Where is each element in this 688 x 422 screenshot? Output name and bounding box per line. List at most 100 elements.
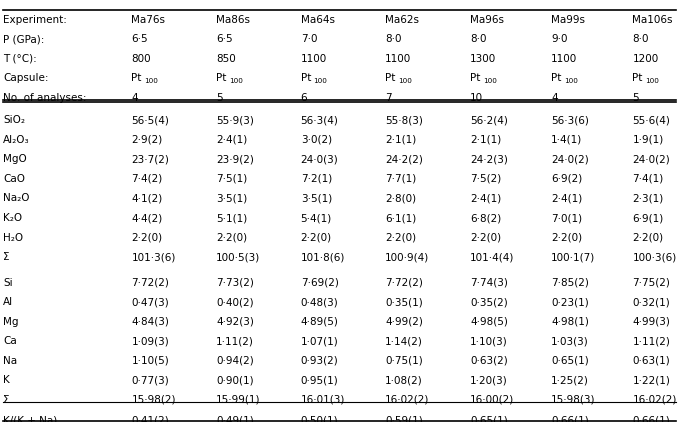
- Text: 0·23(1): 0·23(1): [551, 297, 589, 307]
- Text: 0·47(3): 0·47(3): [131, 297, 169, 307]
- Text: 7·4(1): 7·4(1): [632, 174, 664, 184]
- Text: 101·8(6): 101·8(6): [301, 252, 345, 262]
- Text: Ma96s: Ma96s: [470, 15, 504, 24]
- Text: 4·84(3): 4·84(3): [131, 316, 169, 327]
- Text: 100: 100: [314, 78, 327, 84]
- Text: 1·22(1): 1·22(1): [632, 375, 670, 385]
- Text: 1200: 1200: [632, 54, 658, 64]
- Text: 8·0: 8·0: [632, 34, 649, 44]
- Text: 6·9(1): 6·9(1): [632, 213, 664, 223]
- Text: 100·1(7): 100·1(7): [551, 252, 595, 262]
- Text: 4·92(3): 4·92(3): [216, 316, 254, 327]
- Text: H₂O: H₂O: [3, 233, 23, 243]
- Text: 9·0: 9·0: [551, 34, 568, 44]
- Text: 0·65(1): 0·65(1): [551, 356, 589, 366]
- Text: 55·9(3): 55·9(3): [216, 115, 254, 125]
- Text: 8·0: 8·0: [470, 34, 486, 44]
- Text: 16·01(3): 16·01(3): [301, 395, 345, 405]
- Text: 100: 100: [144, 78, 158, 84]
- Text: 7·5(2): 7·5(2): [470, 174, 501, 184]
- Text: 2·1(1): 2·1(1): [385, 135, 416, 145]
- Text: 7·72(2): 7·72(2): [385, 278, 423, 287]
- Text: Pt: Pt: [131, 73, 142, 83]
- Text: 0·66(1): 0·66(1): [632, 416, 670, 422]
- Text: Pt: Pt: [470, 73, 480, 83]
- Text: Pt: Pt: [632, 73, 643, 83]
- Text: 6: 6: [301, 93, 308, 103]
- Text: Pt: Pt: [551, 73, 561, 83]
- Text: No. of analyses:: No. of analyses:: [3, 93, 87, 103]
- Text: 0·90(1): 0·90(1): [216, 375, 254, 385]
- Text: 0·93(2): 0·93(2): [301, 356, 338, 366]
- Text: 1·10(5): 1·10(5): [131, 356, 169, 366]
- Text: 1300: 1300: [470, 54, 496, 64]
- Text: 16·02(2): 16·02(2): [385, 395, 430, 405]
- Text: 7·0(1): 7·0(1): [551, 213, 582, 223]
- Text: 55·8(3): 55·8(3): [385, 115, 423, 125]
- Text: 4·98(5): 4·98(5): [470, 316, 508, 327]
- Text: 2·2(0): 2·2(0): [301, 233, 332, 243]
- Text: 0·35(1): 0·35(1): [385, 297, 423, 307]
- Text: 24·0(3): 24·0(3): [301, 154, 338, 164]
- Text: 0·40(2): 0·40(2): [216, 297, 254, 307]
- Text: 15·98(3): 15·98(3): [551, 395, 596, 405]
- Text: 55·6(4): 55·6(4): [632, 115, 670, 125]
- Text: 0·35(2): 0·35(2): [470, 297, 508, 307]
- Text: 2·1(1): 2·1(1): [470, 135, 501, 145]
- Text: T (°C):: T (°C):: [3, 54, 37, 64]
- Text: 7·69(2): 7·69(2): [301, 278, 338, 287]
- Text: 2·3(1): 2·3(1): [632, 193, 664, 203]
- Text: 2·2(0): 2·2(0): [551, 233, 582, 243]
- Text: 101·4(4): 101·4(4): [470, 252, 515, 262]
- Text: 56·5(4): 56·5(4): [131, 115, 169, 125]
- Text: 7·2(1): 7·2(1): [301, 174, 332, 184]
- Text: 7·73(2): 7·73(2): [216, 278, 254, 287]
- Text: 4·4(2): 4·4(2): [131, 213, 162, 223]
- Text: 23·9(2): 23·9(2): [216, 154, 254, 164]
- Text: 4·99(2): 4·99(2): [385, 316, 423, 327]
- Text: 2·8(0): 2·8(0): [385, 193, 416, 203]
- Text: 0·66(1): 0·66(1): [551, 416, 589, 422]
- Text: Ma99s: Ma99s: [551, 15, 585, 24]
- Text: 6·1(1): 6·1(1): [385, 213, 416, 223]
- Text: 1100: 1100: [551, 54, 577, 64]
- Text: 2·2(0): 2·2(0): [632, 233, 663, 243]
- Text: 0·48(3): 0·48(3): [301, 297, 338, 307]
- Text: 100·9(4): 100·9(4): [385, 252, 429, 262]
- Text: Ma76s: Ma76s: [131, 15, 165, 24]
- Text: 8·0: 8·0: [385, 34, 402, 44]
- Text: 0·32(1): 0·32(1): [632, 297, 670, 307]
- Text: 100: 100: [229, 78, 243, 84]
- Text: 3·5(1): 3·5(1): [216, 193, 247, 203]
- Text: 4: 4: [131, 93, 138, 103]
- Text: 100: 100: [398, 78, 412, 84]
- Text: 1·4(1): 1·4(1): [551, 135, 583, 145]
- Text: K/(K + Na): K/(K + Na): [3, 416, 58, 422]
- Text: 3·0(2): 3·0(2): [301, 135, 332, 145]
- Text: 6·5: 6·5: [216, 34, 233, 44]
- Text: 7·74(3): 7·74(3): [470, 278, 508, 287]
- Text: Na₂O: Na₂O: [3, 193, 30, 203]
- Text: 5: 5: [216, 93, 223, 103]
- Text: 0·75(1): 0·75(1): [385, 356, 423, 366]
- Text: 4·1(2): 4·1(2): [131, 193, 162, 203]
- Text: Ma64s: Ma64s: [301, 15, 334, 24]
- Text: 16·00(2): 16·00(2): [470, 395, 514, 405]
- Text: 100: 100: [645, 78, 659, 84]
- Text: 7·0: 7·0: [301, 34, 317, 44]
- Text: 0·65(1): 0·65(1): [470, 416, 508, 422]
- Text: Σ: Σ: [3, 395, 10, 405]
- Text: 56·2(4): 56·2(4): [470, 115, 508, 125]
- Text: Pt: Pt: [385, 73, 396, 83]
- Text: 7: 7: [385, 93, 392, 103]
- Text: 6·5: 6·5: [131, 34, 148, 44]
- Text: 56·3(4): 56·3(4): [301, 115, 338, 125]
- Text: 0·41(2): 0·41(2): [131, 416, 169, 422]
- Text: 6·8(2): 6·8(2): [470, 213, 501, 223]
- Text: Na: Na: [3, 356, 18, 366]
- Text: Experiment:: Experiment:: [3, 15, 67, 24]
- Text: 2·2(0): 2·2(0): [385, 233, 416, 243]
- Text: 4: 4: [551, 93, 558, 103]
- Text: 1·25(2): 1·25(2): [551, 375, 589, 385]
- Text: 4·98(1): 4·98(1): [551, 316, 589, 327]
